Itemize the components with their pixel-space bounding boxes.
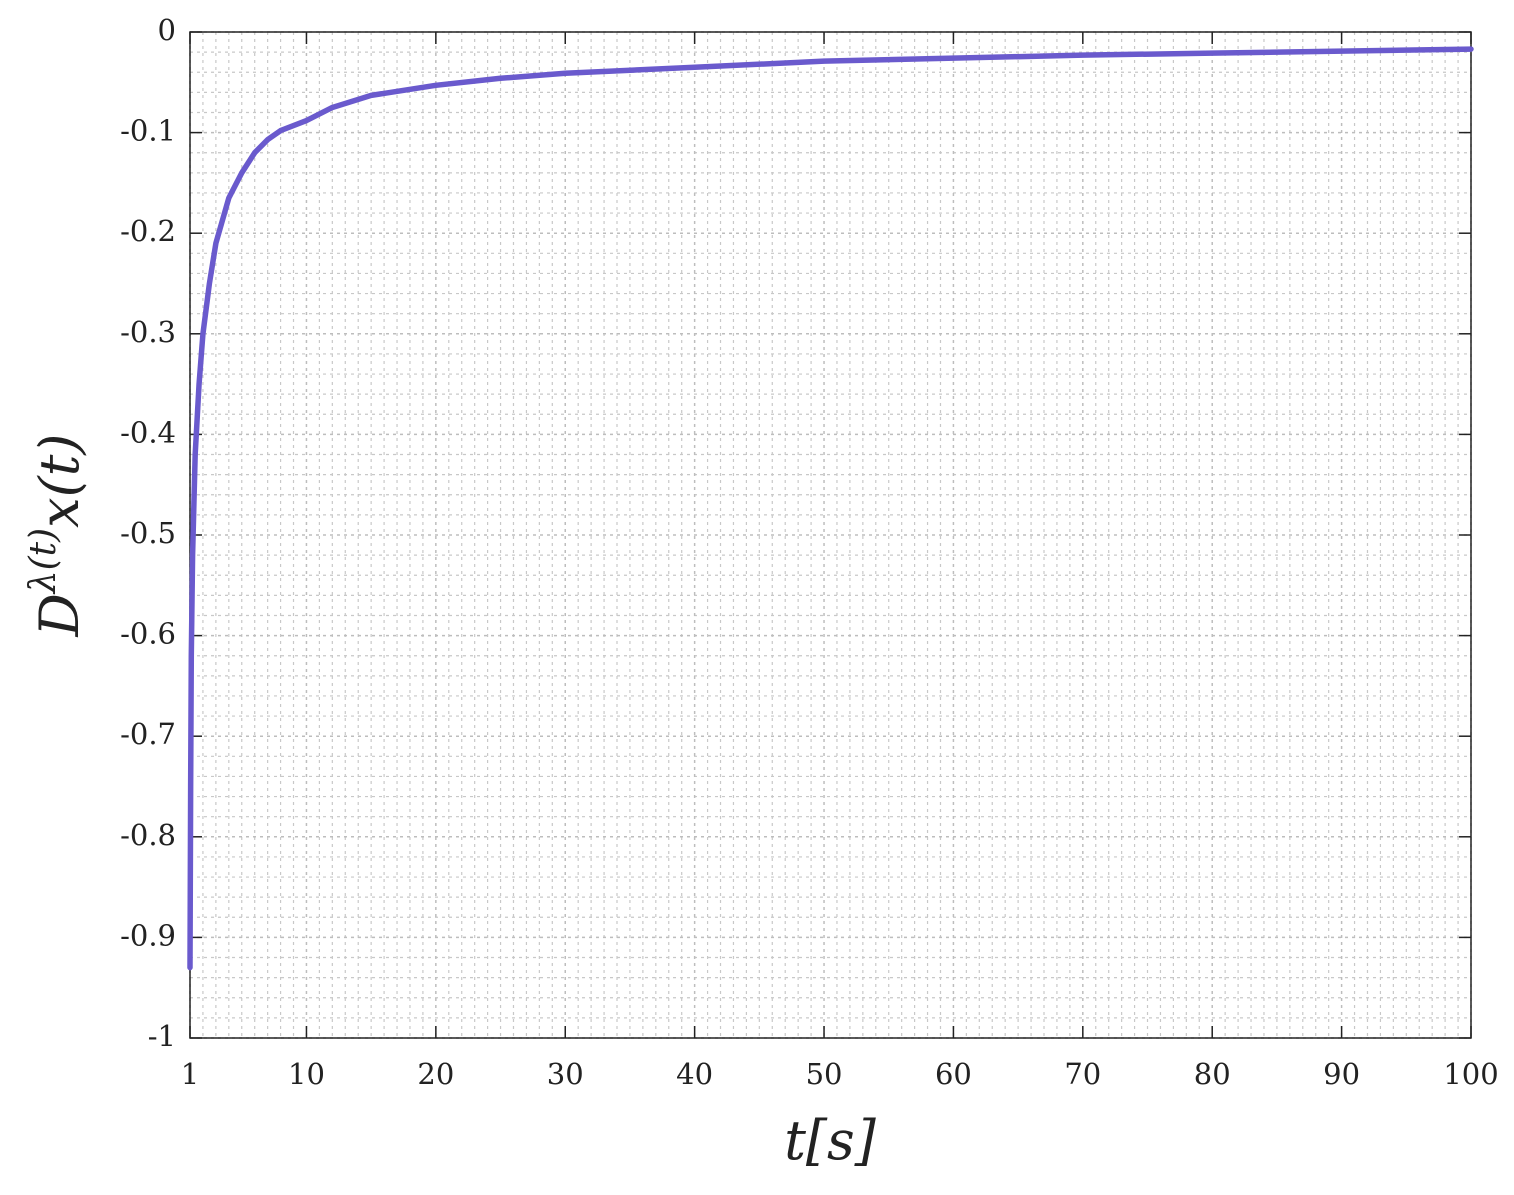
- y-tick-label: -0.1: [120, 114, 176, 148]
- x-tick-label: 30: [547, 1057, 584, 1091]
- x-tick-label: 10: [288, 1057, 325, 1091]
- y-tick-label: -1: [148, 1019, 176, 1053]
- line-series: [187, 46, 1474, 971]
- x-tick-label: 40: [676, 1057, 713, 1091]
- x-tick-label: 1: [181, 1057, 199, 1091]
- y-tick-label: -0.3: [120, 315, 176, 349]
- y-tick-label: -0.2: [120, 214, 176, 248]
- x-tick-label: 20: [417, 1057, 454, 1091]
- y-axis-label: Dλ(t)x(t): [23, 434, 91, 638]
- x-axis-label: t[s]: [784, 1109, 876, 1172]
- x-tick-label: 90: [1323, 1057, 1360, 1091]
- y-tick-label: -0.5: [120, 516, 176, 550]
- y-tick-label: -0.6: [120, 617, 176, 651]
- y-tick-label: 0: [158, 13, 176, 47]
- y-tick-label: -0.4: [120, 415, 176, 449]
- plot-frame: [189, 31, 1472, 1039]
- y-tick-label: -0.8: [120, 818, 176, 852]
- y-label-rest: x(t): [28, 434, 91, 528]
- x-tick-label: 100: [1443, 1057, 1498, 1091]
- x-tick-label: 60: [935, 1057, 972, 1091]
- x-tick-label: 70: [1064, 1057, 1101, 1091]
- y-label-base: D: [28, 593, 91, 637]
- y-label-sup: λ(t): [23, 528, 64, 595]
- y-tick-label: -0.9: [120, 918, 176, 952]
- grid: [189, 31, 1472, 1039]
- y-tick-label: -0.7: [120, 717, 176, 751]
- x-tick-label: 50: [806, 1057, 843, 1091]
- x-tick-label: 80: [1194, 1057, 1231, 1091]
